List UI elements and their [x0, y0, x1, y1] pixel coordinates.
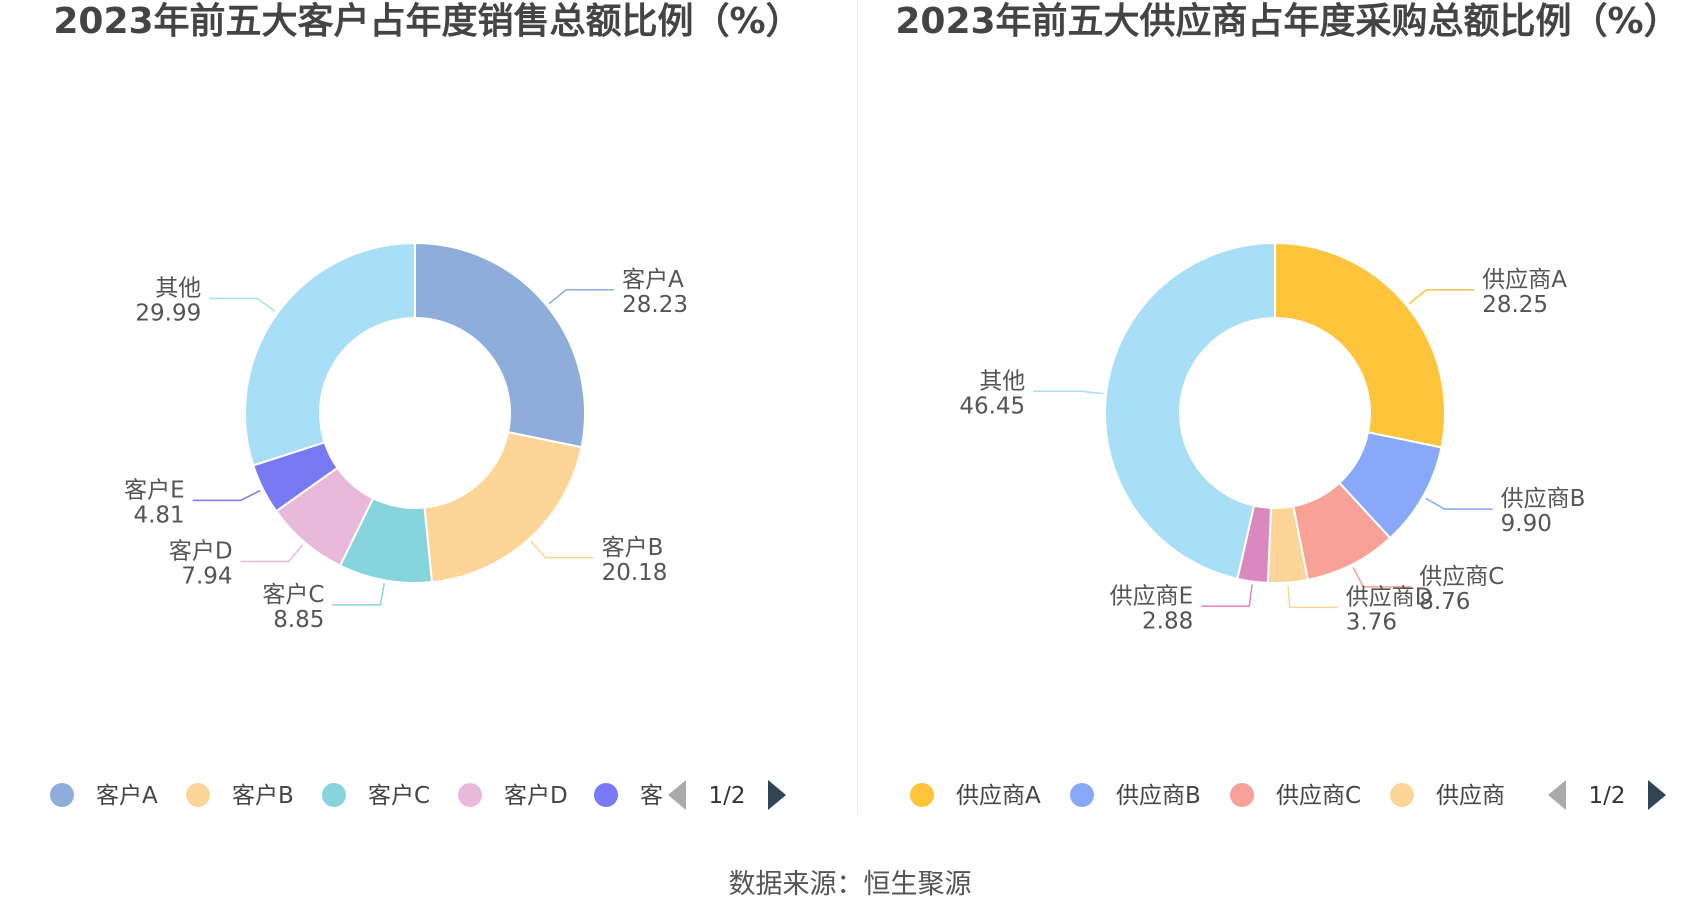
slice-label-name: 供应商E [1110, 583, 1194, 609]
slice-label-value: 7.94 [181, 563, 232, 589]
legend-next-page-icon[interactable] [768, 780, 786, 810]
slice-客户A[interactable] [414, 241, 586, 449]
slice-label-value: 29.99 [135, 300, 201, 326]
legend-marker[interactable] [186, 783, 210, 807]
slice-label-value: 28.25 [1482, 292, 1548, 318]
slice-label-name: 供应商D [1346, 584, 1433, 610]
legend-item-label[interactable]: 供应商A [956, 783, 1041, 809]
legend-marker[interactable] [322, 783, 346, 807]
legend-item-label[interactable]: 供应商C [1276, 783, 1361, 809]
supplier-donut-chart: 供应商A28.25供应商B9.90供应商C8.76供应商D3.76供应商E2.8… [910, 241, 1666, 810]
slice-label-name: 供应商C [1419, 564, 1504, 590]
slice-label-name: 客户C [262, 582, 324, 608]
label-leader-line [209, 297, 276, 312]
slice-label-name: 客户B [602, 535, 664, 561]
data-source-note: 数据来源：恒生聚源 [728, 869, 972, 900]
label-leader-line [1287, 585, 1338, 609]
legend-item-label[interactable]: 客户A [96, 783, 158, 809]
slice-label-name: 其他 [155, 275, 201, 301]
legend-item-label[interactable]: 供应商B [1116, 783, 1201, 809]
right-chart-panel: 2023年前五大供应商占年度采购总额比例（%） 供应商A 28.25 供应商B 9.9… [860, 0, 1700, 820]
label-leader-line [1352, 566, 1412, 588]
slice-label-value: 9.90 [1501, 511, 1552, 537]
label-leader-line [240, 544, 304, 563]
legend-prev-page-icon[interactable] [1548, 780, 1566, 810]
legend-marker[interactable] [594, 783, 618, 807]
legend-item-label[interactable]: 客户B [232, 783, 294, 809]
slice-label-name: 供应商B [1501, 486, 1586, 512]
label-leader-line [192, 489, 261, 502]
legend-next-page-icon[interactable] [1648, 780, 1666, 810]
slice-label-name: 供应商A [1482, 267, 1567, 293]
slice-label-value: 4.81 [133, 502, 184, 528]
panel-divider [857, 0, 858, 815]
label-leader-line [1201, 584, 1253, 608]
label-leader-line [530, 540, 594, 559]
chart-title: 2023年前五大供应商占年度采购总额比例（%） [895, 1, 1680, 42]
left-chart-panel: 2023年前五大客户占年度销售总额比例（%） 客户A 28.23 客户B 20.18 客… [0, 0, 855, 820]
slice-label-value: 2.88 [1142, 608, 1193, 634]
label-leader-line [548, 289, 615, 305]
label-leader-line [1033, 390, 1104, 395]
label-leader-line [332, 583, 386, 606]
legend-marker[interactable] [50, 783, 74, 807]
label-leader-line [1425, 497, 1493, 510]
slice-label-name: 客户E [124, 477, 185, 503]
slice-label-value: 28.23 [622, 292, 688, 318]
chart-title: 2023年前五大客户占年度销售总额比例（%） [53, 1, 802, 42]
legend-item-label[interactable]: 客户D [504, 783, 568, 809]
slice-label-value: 20.18 [602, 560, 668, 586]
legend-item-label[interactable]: 供应商 [1436, 783, 1505, 809]
slice-label-name: 客户D [169, 538, 233, 564]
legend-item-label[interactable]: 客户C [368, 783, 430, 809]
legend-marker[interactable] [458, 783, 482, 807]
slice-供应商A[interactable] [1274, 241, 1446, 449]
slice-label-value: 3.76 [1346, 609, 1397, 635]
label-leader-line [1408, 289, 1475, 305]
slice-label-value: 8.85 [273, 607, 324, 633]
legend-marker[interactable] [1230, 783, 1254, 807]
customer-donut-chart: 客户A28.23客户B20.18客户C8.85客户D7.94客户E4.81其他2… [50, 241, 786, 810]
slice-label-value: 46.45 [959, 393, 1025, 419]
legend-marker[interactable] [1390, 783, 1414, 807]
legend-page-indicator: 1/2 [1588, 783, 1625, 809]
legend-prev-page-icon[interactable] [668, 780, 686, 810]
slice-label-name: 客户A [622, 267, 684, 293]
legend-marker[interactable] [910, 783, 934, 807]
slice-label-value: 8.76 [1419, 589, 1470, 615]
legend-item-label[interactable]: 客 [640, 783, 663, 809]
slice-其他[interactable] [244, 241, 416, 467]
slice-label-name: 其他 [979, 368, 1025, 394]
slice-客户B[interactable] [423, 430, 583, 584]
slice-其他[interactable] [1104, 241, 1276, 580]
legend-marker[interactable] [1070, 783, 1094, 807]
legend-page-indicator: 1/2 [708, 783, 745, 809]
